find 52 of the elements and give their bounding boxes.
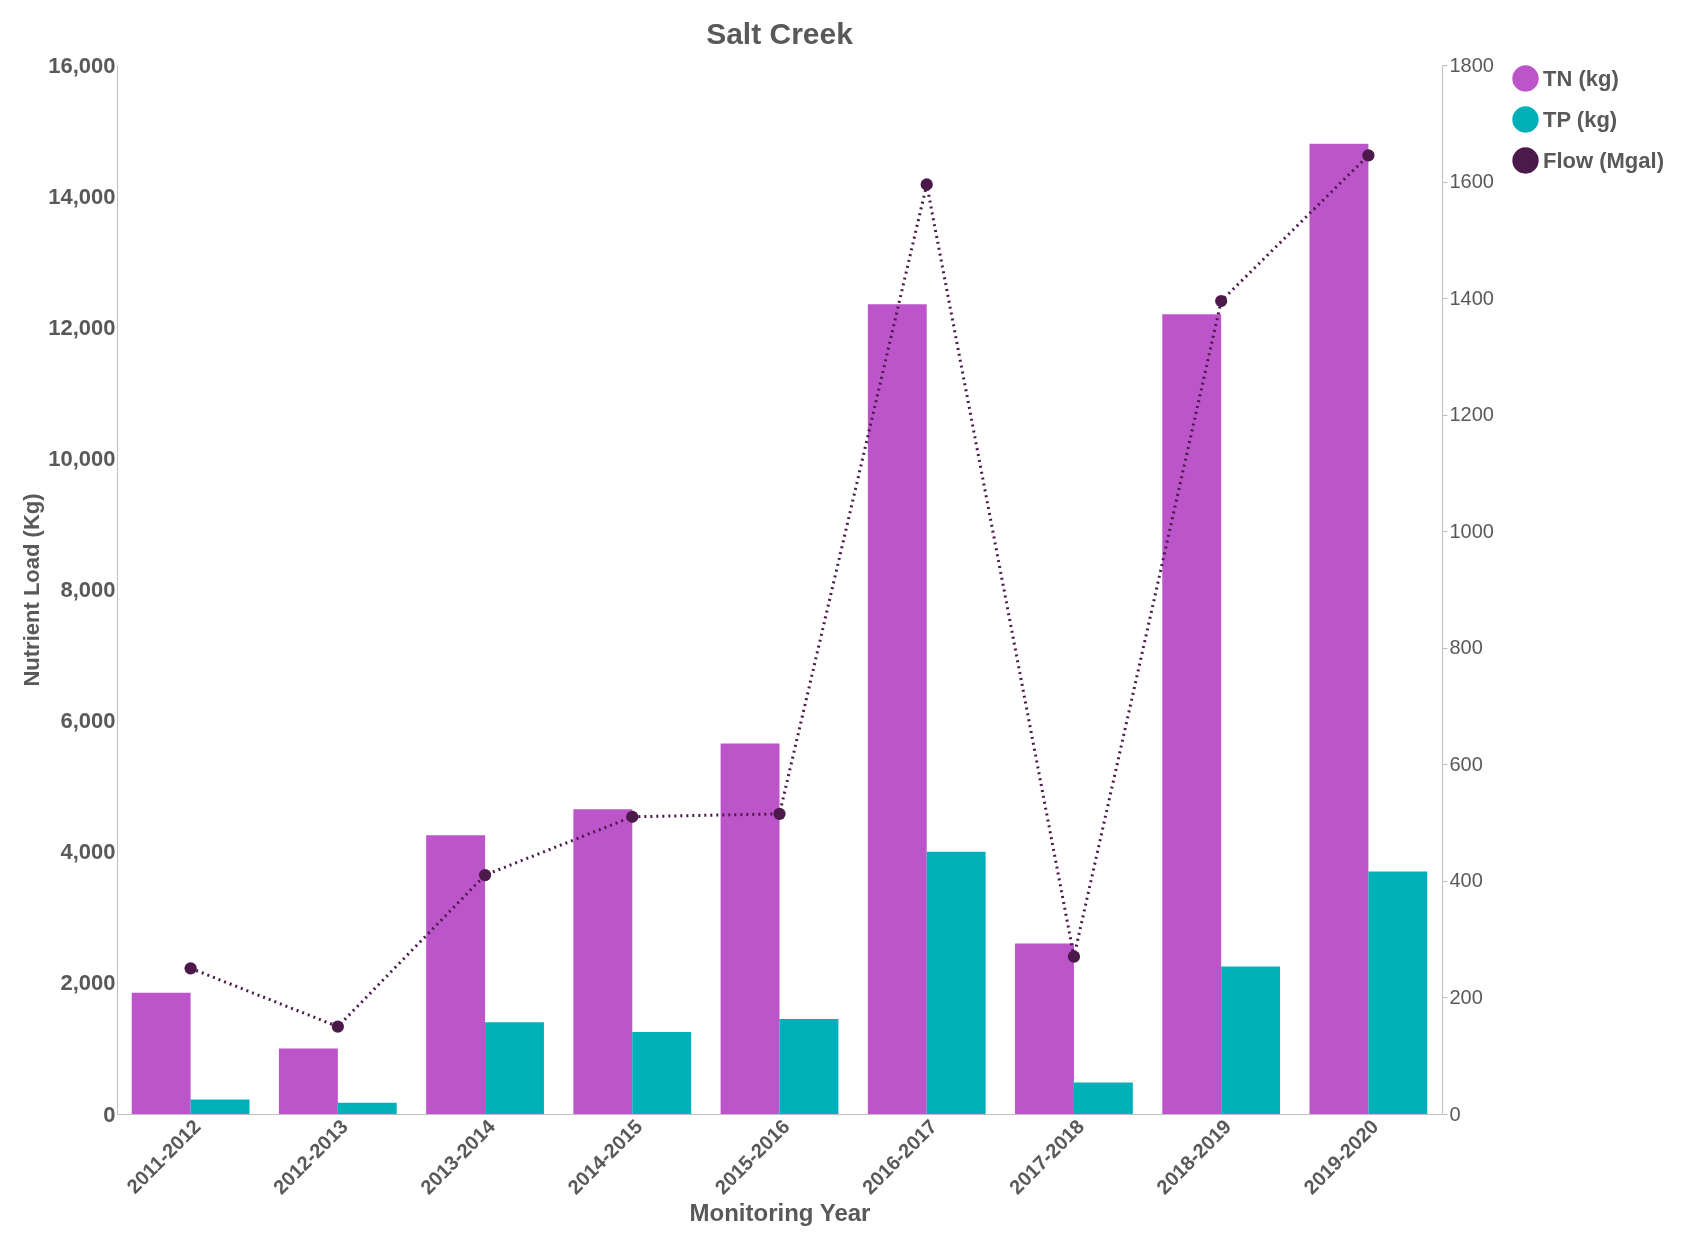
bar — [573, 809, 633, 1114]
y2-tick-label: 1400 — [1449, 286, 1494, 309]
legend-label: TP (kg) — [1543, 106, 1618, 132]
y2-tick-label: 1600 — [1449, 170, 1494, 193]
bar — [1309, 143, 1369, 1114]
y2-tick-label: 400 — [1449, 869, 1483, 892]
y2-tick-label: 1800 — [1449, 53, 1494, 76]
y-tick-label: 10,000 — [48, 445, 116, 471]
y-tick-label: 14,000 — [48, 183, 116, 209]
y2-tick-label: 200 — [1449, 985, 1483, 1008]
bar — [1368, 871, 1428, 1114]
y2-tick-label: 0 — [1449, 1102, 1461, 1125]
y-axis-title: Nutrient Load (Kg) — [19, 493, 45, 687]
point — [331, 1020, 344, 1033]
legend-label: Flow (Mgal) — [1543, 147, 1664, 173]
bar — [131, 992, 191, 1114]
point — [920, 178, 933, 191]
chart-title: Salt Creek — [706, 17, 854, 50]
point — [1067, 950, 1081, 963]
x-axis-title: Monitoring Year — [689, 1199, 871, 1227]
y-tick-label: 12,000 — [48, 314, 116, 340]
point — [626, 810, 639, 823]
bar — [1162, 314, 1222, 1114]
bar — [632, 1032, 692, 1114]
bar — [867, 304, 927, 1114]
bar — [1073, 1082, 1133, 1114]
y2-tick-label: 1200 — [1449, 403, 1494, 426]
y-tick-label: 4,000 — [60, 839, 116, 865]
y2-tick-label: 1000 — [1449, 519, 1494, 542]
point — [773, 807, 786, 820]
y-tick-label: 16,000 — [48, 52, 116, 78]
y-tick-label: 8,000 — [60, 577, 116, 602]
point — [184, 962, 197, 975]
y2-tick-label: 600 — [1449, 752, 1483, 775]
bar — [485, 1022, 544, 1114]
bar — [278, 1048, 338, 1114]
bar — [337, 1102, 397, 1114]
y-tick-label: 6,000 — [60, 708, 116, 734]
bar — [926, 851, 986, 1114]
y-tick-label: 0 — [103, 1101, 116, 1127]
point — [478, 868, 492, 882]
bar — [1221, 966, 1281, 1114]
point — [1362, 149, 1375, 162]
legend-label: TN (kg) — [1543, 65, 1619, 91]
bar — [426, 835, 486, 1114]
bar — [779, 1018, 839, 1114]
bar — [190, 1099, 250, 1114]
point — [1215, 294, 1228, 308]
y2-tick-label: 800 — [1449, 636, 1483, 659]
bar — [720, 743, 780, 1114]
y-tick-label: 2,000 — [60, 970, 116, 996]
bar — [1015, 943, 1074, 1114]
